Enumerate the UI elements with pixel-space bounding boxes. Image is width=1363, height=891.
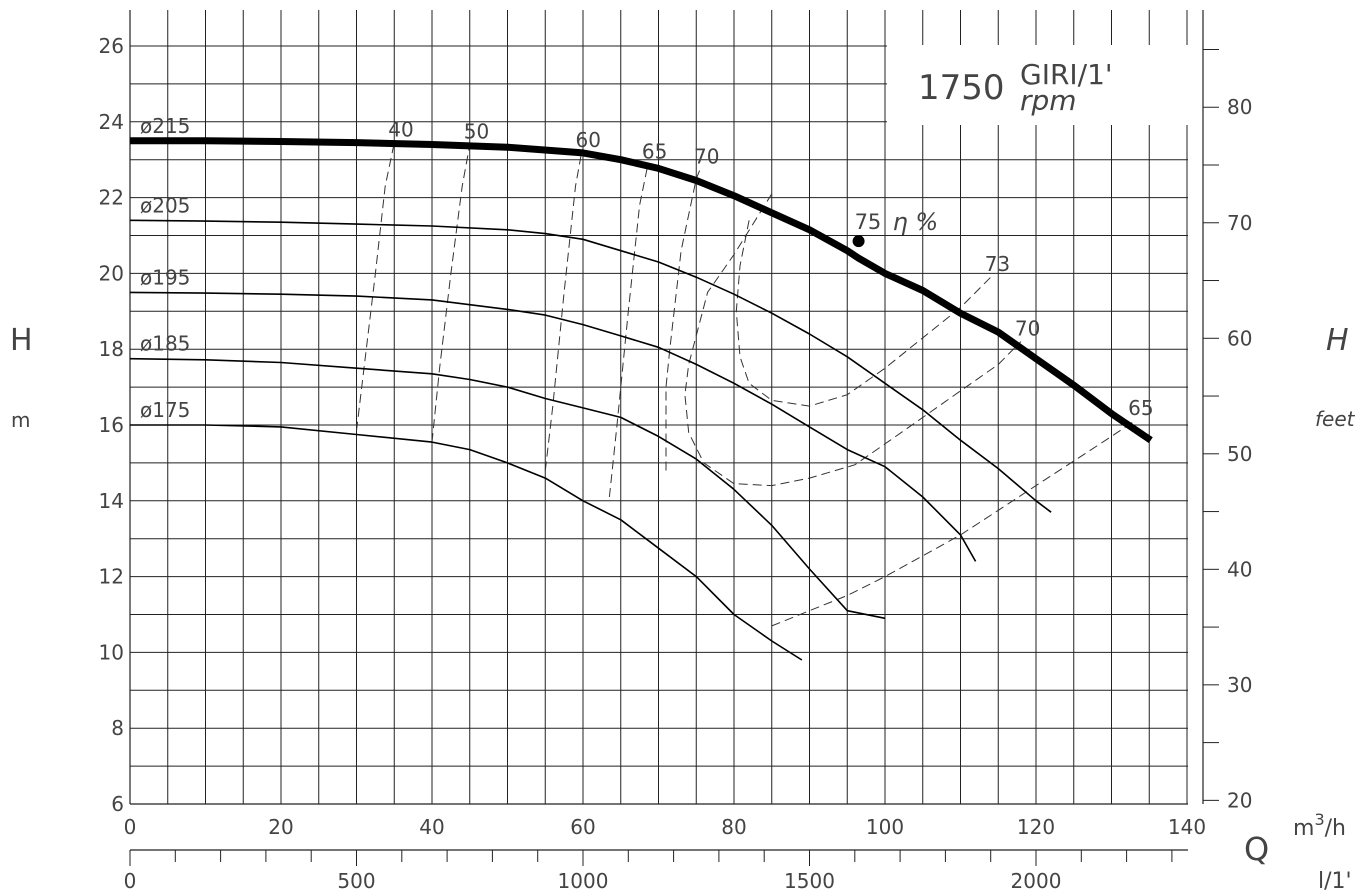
speed-unit-bottom: rpm [1020,84,1077,117]
curve-label: ø205 [140,193,190,217]
curve-labels: 40 50 60 65 70 73 70 65 ø215 ø205 ø195 ø185 ø175 75 η … [140,114,1154,422]
x-tick-label: 40 [419,815,444,839]
y-tick-label: 24 [99,110,124,134]
secondary-x-axis: 0 500 1000 1500 2000 [124,849,1188,891]
curve-label: ø175 [140,398,190,422]
x-tick-labels: 0 20 40 60 80 100 120 140 [124,815,1206,839]
best-efficiency-point [852,235,865,248]
efficiency-curve-65 [771,420,1135,627]
x-tick-label: 20 [268,815,293,839]
best-efficiency-label: 75 [855,210,882,234]
head-curve-ø205 [129,219,1052,513]
efficiency-curve-50 [431,144,471,443]
x-tick-label: 100 [866,815,904,839]
x2-tick-label: 0 [124,869,137,891]
x-axis-unit: m3/h [1293,810,1346,841]
efficiency-label: 65 [1128,396,1153,420]
x-tick-label: 140 [1168,815,1206,839]
right-tick-label: 40 [1227,557,1252,581]
plot-frame [129,10,1219,805]
efficiency-label: 60 [575,128,600,152]
x2-tick-label: 1500 [784,869,835,891]
x2-axis-unit: l/1' [1318,869,1352,891]
efficiency-label: 50 [464,120,489,144]
y-axis-label-right: H [1326,323,1349,358]
y-tick-label: 14 [99,489,124,513]
y-tick-label: 16 [99,413,124,437]
y-tick-label: 20 [99,261,124,285]
head-curve-ø175 [130,424,803,661]
y-tick-label: 8 [111,716,124,740]
grid [129,10,1188,805]
right-tick-label: 80 [1227,95,1252,119]
efficiency-label: 65 [642,140,667,164]
efficiency-label: 70 [1015,317,1040,341]
x-tick-label: 80 [721,815,746,839]
y-tick-label: 26 [99,34,124,58]
y-tick-label: 6 [111,792,124,816]
right-tick-label: 60 [1227,326,1252,350]
x2-tick-label: 500 [337,869,375,891]
x2-tick-label: 1000 [558,869,609,891]
efficiency-curve-60 [544,152,582,471]
y-tick-label: 18 [99,337,124,361]
y-tick-label: 22 [99,186,124,210]
speed-value: 1750 [918,68,1005,108]
y-axis-unit-right: feet [1315,407,1356,431]
y-axis-unit-left: m [11,408,30,432]
curve-label: ø215 [140,114,190,138]
efficiency-curve-65 [608,164,649,498]
efficiency-curve-40 [356,142,395,431]
curve-label: ø195 [140,265,190,289]
head-curve-ø195 [129,291,977,562]
impeller-curves [129,137,1153,661]
efficiency-unit-label: η % [893,208,939,236]
efficiency-label: 73 [985,252,1010,276]
efficiency-curves [356,142,1135,627]
right-tick-label: 20 [1227,788,1252,812]
head-curve-ø215 [130,137,1153,444]
x2-axis-label: Q [1244,830,1269,868]
efficiency-curve-73 [735,220,992,407]
x-tick-label: 120 [1017,815,1055,839]
x-tick-label: 60 [570,815,595,839]
y-tick-label: 12 [99,565,124,589]
speed-unit-top: GIRI/1' [1020,58,1113,91]
speed-box [887,45,1189,125]
head-curve-ø185 [129,357,886,620]
x2-tick-label: 2000 [1011,869,1062,891]
y-tick-labels: 6 8 10 12 14 16 18 20 22 24 26 [99,34,124,816]
right-tick-label: 70 [1227,211,1252,235]
right-tick-label: 50 [1227,442,1252,466]
efficiency-curve-70 [684,193,1022,487]
efficiency-label: 70 [694,145,719,169]
efficiency-label: 40 [388,118,413,142]
y-axis-label-left: H [10,323,33,358]
right-tick-labels: 20 30 40 50 60 70 80 [1227,95,1252,812]
right-tick-label: 30 [1227,673,1252,697]
y-tick-label: 10 [99,640,124,664]
x-tick-label: 0 [124,815,137,839]
curve-label: ø185 [140,332,190,356]
